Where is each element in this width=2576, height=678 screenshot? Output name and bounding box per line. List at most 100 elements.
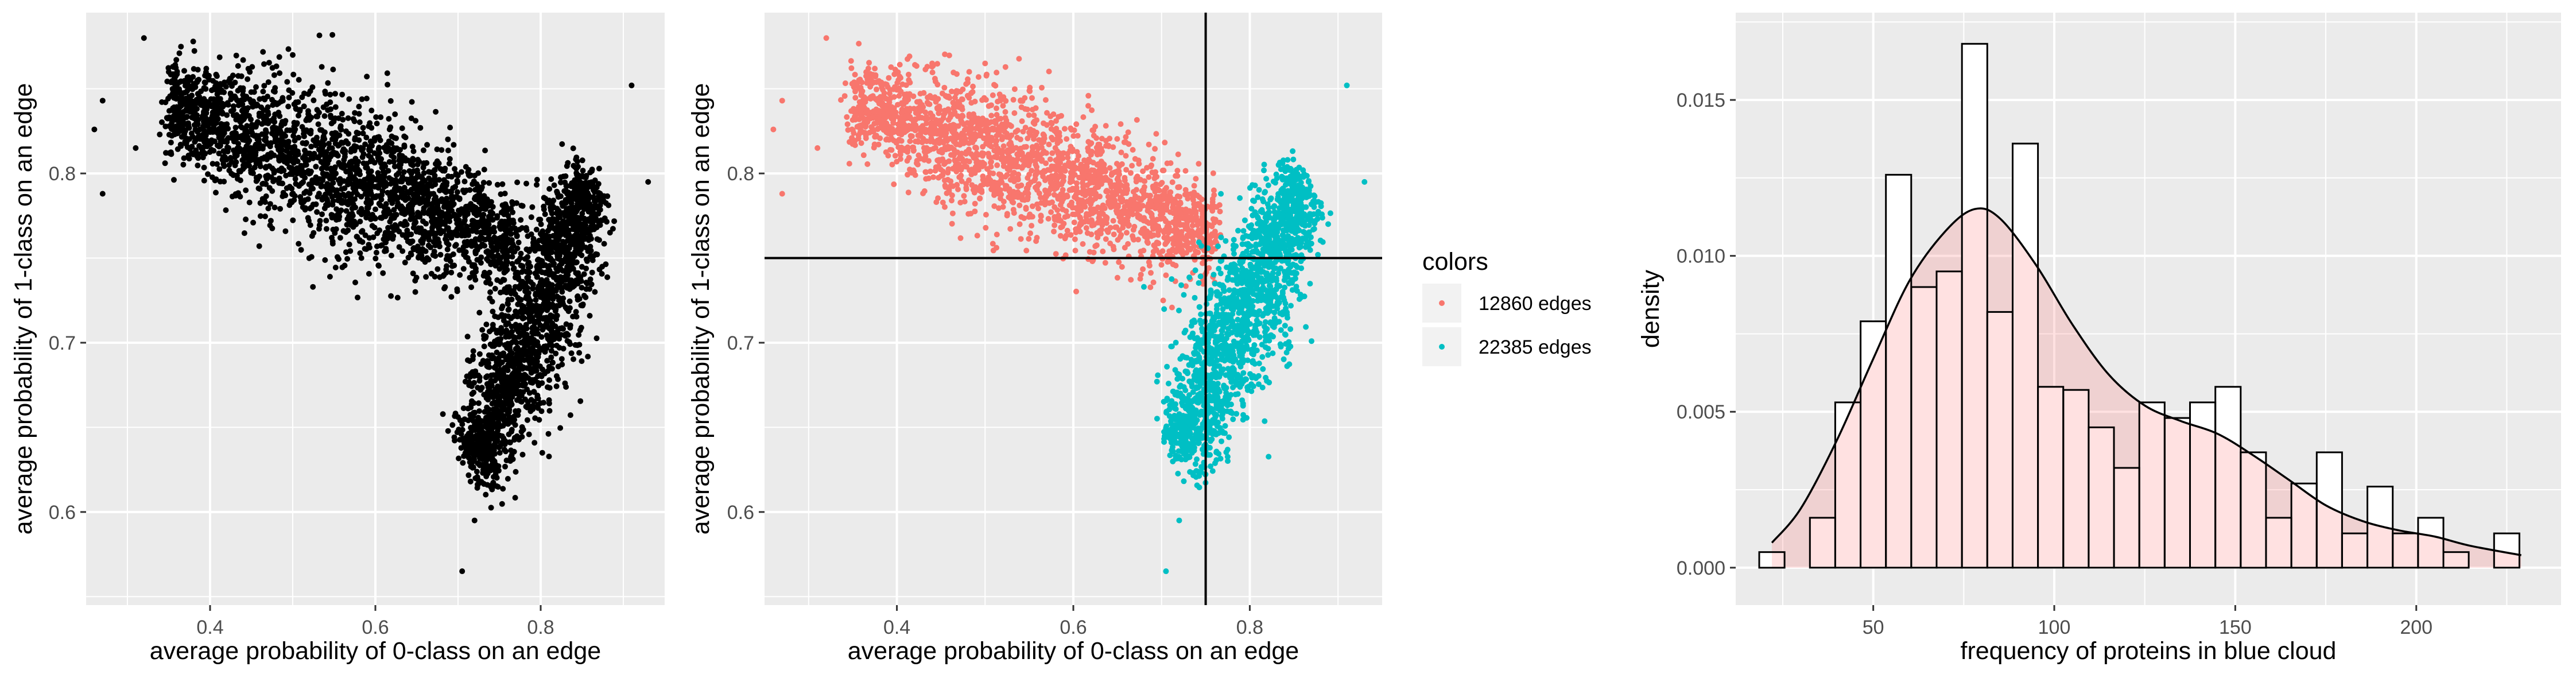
scatter-point	[346, 197, 352, 204]
scatter-point	[960, 86, 966, 92]
scatter-point	[543, 279, 549, 285]
scatter-point	[563, 227, 569, 234]
scatter-point	[313, 164, 319, 170]
scatter-point	[328, 106, 334, 113]
scatter-point	[426, 237, 432, 243]
scatter-point	[265, 152, 271, 158]
scatter-point	[205, 171, 211, 177]
scatter-point	[1114, 136, 1120, 142]
scatter-point	[298, 180, 304, 187]
scatter-point	[219, 109, 225, 115]
scatter-point	[922, 67, 929, 72]
scatter-point	[476, 190, 482, 196]
scatter-point	[337, 123, 344, 129]
scatter-point	[489, 343, 495, 349]
scatter-point	[385, 82, 391, 88]
scatter-point	[232, 162, 238, 169]
scatter-point	[333, 206, 340, 212]
scatter-point	[499, 359, 505, 366]
scatter-point	[249, 169, 255, 175]
scatter-point	[322, 172, 328, 179]
scatter-point	[1011, 210, 1017, 216]
scatter-point	[558, 356, 565, 362]
scatter-point	[844, 114, 850, 120]
scatter-point	[334, 187, 340, 193]
scatter-point	[418, 238, 425, 245]
scatter-point	[848, 65, 855, 71]
scatter-point	[517, 285, 523, 292]
scatter-point	[317, 127, 323, 133]
scatter-point	[181, 155, 187, 161]
scatter-point	[470, 353, 476, 359]
scatter-point	[216, 166, 223, 172]
scatter-point	[1153, 131, 1159, 137]
scatter-point	[475, 476, 481, 483]
scatter-point	[367, 169, 373, 176]
scatter-point	[429, 200, 436, 207]
scatter-point	[499, 312, 505, 318]
scatter-point	[243, 216, 249, 223]
scatter-point	[383, 247, 389, 254]
scatter-point	[240, 162, 246, 168]
scatter-point	[577, 327, 583, 334]
scatter-point	[492, 471, 499, 478]
scatter-point	[276, 180, 282, 186]
scatter-point	[230, 103, 236, 109]
scatter-point	[484, 256, 490, 262]
scatter-point	[213, 189, 219, 196]
scatter-point	[490, 394, 496, 401]
y-tick-label: 0.7	[49, 332, 76, 354]
scatter-point	[442, 284, 448, 290]
scatter-point	[199, 113, 205, 119]
scatter-point	[464, 334, 471, 340]
scatter-point	[421, 160, 427, 166]
scatter-point	[432, 172, 438, 179]
scatter-point	[321, 113, 328, 119]
scatter-point	[513, 408, 519, 414]
scatter-point	[410, 245, 417, 251]
scatter-point	[327, 91, 333, 98]
scatter-point	[497, 370, 503, 375]
scatter-point	[431, 249, 437, 255]
scatter-point	[488, 377, 494, 383]
scatter-point	[335, 211, 341, 218]
scatter-point	[593, 184, 600, 191]
scatter-point	[517, 362, 523, 368]
scatter-point	[311, 230, 317, 236]
scatter-point	[371, 150, 378, 156]
scatter-point	[553, 246, 559, 251]
scatter-point	[248, 89, 254, 95]
scatter-point	[356, 111, 362, 117]
scatter-point	[459, 568, 465, 575]
scatter-point	[278, 141, 284, 147]
scatter-point	[271, 72, 277, 78]
scatter-point	[256, 243, 262, 249]
scatter-point	[226, 78, 232, 84]
scatter-point	[503, 448, 509, 455]
scatter-point	[176, 50, 183, 56]
scatter-point	[1072, 236, 1078, 242]
scatter-point	[1027, 230, 1033, 237]
scatter-point	[249, 149, 255, 155]
scatter-point	[351, 158, 358, 165]
scatter-point	[541, 315, 547, 321]
scatter-point	[539, 380, 545, 386]
scatter-point	[482, 148, 488, 154]
scatter-point	[451, 434, 457, 440]
scatter-point	[265, 141, 271, 147]
scatter-point	[292, 193, 298, 199]
scatter-point	[228, 171, 235, 177]
scatter-point	[494, 349, 500, 355]
scatter-point	[430, 215, 437, 222]
scatter-point	[554, 225, 561, 231]
scatter-point	[502, 191, 508, 197]
scatter-point	[575, 297, 581, 303]
scatter-point	[439, 210, 445, 216]
scatter-point	[472, 409, 478, 416]
scatter-point	[410, 148, 417, 154]
scatter-point	[515, 258, 522, 264]
scatter-point	[494, 359, 500, 365]
scatter-points	[91, 32, 651, 575]
scatter-point	[476, 400, 482, 406]
scatter-point	[508, 206, 514, 212]
